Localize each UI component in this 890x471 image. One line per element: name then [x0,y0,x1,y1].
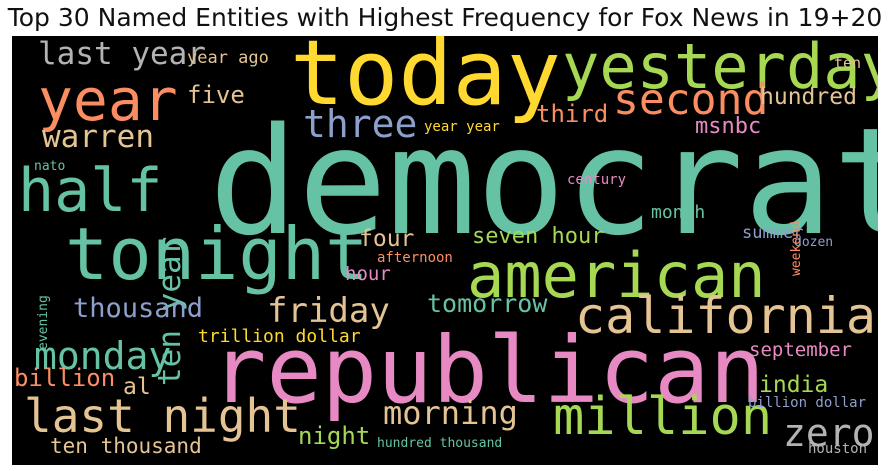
word-cloud-term: tonight [65,212,369,296]
word-cloud-term: ten thousand [50,434,202,458]
word-cloud-term: evening [36,295,51,350]
word-cloud-term: california [575,287,877,345]
word-cloud-term: night [298,422,371,450]
word-cloud-term: hour [345,263,391,285]
word-cloud-term: yesterday [562,36,878,103]
word-cloud-term: democrat [209,96,878,268]
word-cloud-term: last year [38,36,206,72]
word-cloud-term: zero [783,411,875,455]
word-cloud-term: friday [267,291,390,331]
word-cloud-term: houston [808,441,868,457]
word-cloud-term: million [553,387,773,447]
word-cloud-term: trillion dollar [198,326,361,347]
word-cloud-term: india [759,372,829,398]
word-cloud-term: century [567,172,627,188]
word-cloud-panel: democrat republican today american tonight ye… [12,36,878,465]
word-cloud-term: billion dollar [748,395,867,411]
word-cloud-term: year ago [187,48,269,68]
word-cloud-term: month [651,202,706,223]
word-cloud-term: american [467,239,766,312]
word-cloud-term: tomorrow [427,289,548,318]
word-cloud-term: half [18,156,163,226]
word-cloud-term: msnbc [695,114,762,139]
word-cloud-term: thousand [73,293,204,324]
word-cloud-term: billion [14,364,116,392]
word-cloud-term: hundred [760,84,857,110]
word-cloud-term: three [303,102,418,146]
word-cloud-term: nato [34,159,66,174]
chart-title: Top 30 Named Entities with Highest Frequ… [7,3,883,32]
word-cloud-term: today [290,36,561,126]
word-cloud-term: five [187,81,245,109]
word-cloud-term: hundred thousand [377,436,503,451]
word-cloud-term: monday [34,334,172,378]
word-cloud-term: seven hour [472,224,605,249]
word-cloud-term: al [123,374,151,400]
word-cloud-term: dozen [794,235,834,250]
word-cloud-term: afternoon [377,250,453,266]
word-cloud-term: morning [383,394,518,432]
word-cloud-term: second [613,75,769,125]
word-cloud-term: ten [834,54,862,72]
word-cloud-term: summer [742,223,804,243]
word-cloud-term: third [536,100,609,128]
word-cloud-term: four [359,226,415,252]
word-cloud-term: republican [211,317,765,424]
word-cloud-term: warren [42,119,154,155]
word-cloud-term: year year [424,119,500,135]
word-cloud-term: last night [24,389,301,443]
word-cloud-term: year [38,66,178,134]
word-cloud-term: september [749,339,852,361]
